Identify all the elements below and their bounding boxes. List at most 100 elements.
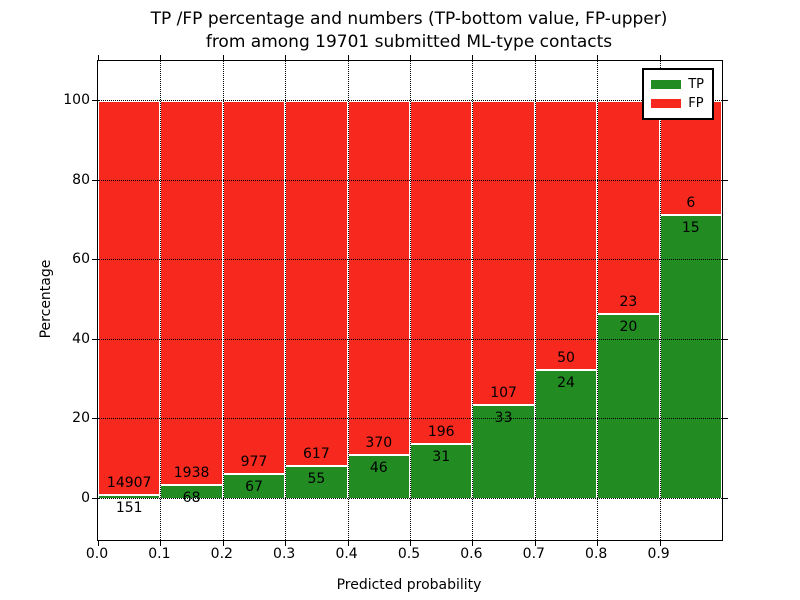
x-tick-mark-top	[534, 55, 536, 60]
tp-count-label: 67	[245, 478, 263, 495]
tp-bar-segment	[659, 214, 722, 499]
x-tick-mark-top	[472, 55, 474, 60]
x-tick-mark-bottom	[534, 541, 536, 546]
vertical-gridline	[534, 61, 536, 540]
x-tick-label: 0.9	[647, 546, 670, 562]
y-tick-label: 0	[81, 490, 90, 506]
legend-item-fp: FP	[651, 94, 704, 113]
y-tick-mark-right	[723, 259, 728, 261]
chart-title-line1: TP /FP percentage and numbers (TP-bottom…	[150, 9, 668, 29]
tp-bar-segment	[347, 454, 410, 499]
bars-layer: 14907 151 1938 68 977 67 617 55 370 46 196 31 107 33 5…	[98, 61, 722, 540]
tp-count-label: 151	[115, 500, 143, 517]
y-tick-mark-left	[92, 418, 97, 420]
x-tick-mark-bottom	[285, 541, 287, 546]
fp-count-label: 370	[365, 434, 393, 451]
x-tick-label: 0.1	[148, 546, 171, 562]
y-tick-label: 60	[72, 251, 90, 268]
vertical-gridline	[410, 61, 411, 540]
x-tick-mark-bottom	[98, 541, 99, 546]
y-tick-mark-right	[723, 338, 728, 340]
x-tick-mark-top	[659, 55, 661, 60]
tp-color-swatch	[651, 80, 682, 89]
x-tick-label: 0.3	[273, 546, 296, 562]
y-tick-mark-left	[92, 179, 97, 181]
tp-count-label: 15	[681, 219, 700, 236]
tp-count-label: 46	[369, 459, 388, 476]
x-tick-label: 0.5	[397, 546, 421, 562]
tp-count-label: 31	[432, 449, 451, 466]
tp-bar-segment	[597, 313, 660, 499]
y-tick-label: 20	[72, 410, 90, 427]
legend: TP FP	[642, 68, 714, 120]
legend-label-fp: FP	[688, 95, 704, 111]
x-tick-label: 0.0	[85, 546, 109, 562]
vertical-gridline	[347, 61, 349, 540]
y-axis-label: Percentage	[38, 259, 54, 339]
fp-count-label: 196	[427, 424, 455, 441]
fp-count-label: 6	[686, 194, 696, 211]
x-tick-mark-top	[160, 55, 162, 60]
y-tick-label: 100	[63, 92, 90, 108]
fp-bar-segment	[222, 101, 286, 474]
fp-count-label: 977	[240, 453, 268, 470]
x-tick-mark-bottom	[597, 541, 599, 546]
fp-count-label: 617	[303, 446, 330, 463]
fp-count-label: 14907	[106, 475, 152, 492]
y-tick-label: 40	[72, 330, 90, 347]
x-tick-mark-top	[597, 55, 599, 60]
vertical-gridline	[285, 61, 287, 540]
fp-bar-segment	[472, 101, 535, 406]
y-tick-mark-right	[723, 498, 728, 499]
y-tick-mark-right	[723, 179, 728, 181]
y-tick-mark-left	[92, 259, 97, 261]
legend-item-tp: TP	[651, 75, 704, 94]
fp-count-label: 1938	[173, 465, 210, 482]
x-tick-label: 0.6	[460, 546, 483, 562]
fp-color-swatch	[651, 99, 682, 108]
tp-count-label: 68	[182, 490, 201, 507]
x-tick-mark-bottom	[160, 541, 162, 546]
fp-bar-segment	[285, 101, 348, 467]
x-tick-mark-bottom	[659, 541, 661, 546]
x-tick-mark-bottom	[222, 541, 224, 546]
ticks-layer	[92, 55, 728, 546]
x-tick-mark-top	[222, 55, 224, 60]
fp-bar-segment	[98, 101, 161, 496]
vertical-gridline	[472, 61, 474, 540]
vertical-gridline	[222, 61, 224, 540]
fp-bar-segment	[347, 101, 410, 455]
fp-bar-segment	[534, 101, 598, 371]
y-tick-mark-left	[92, 100, 97, 101]
fp-bar-segment	[410, 101, 473, 445]
chart-title: TP /FP percentage and numbers (TP-bottom…	[151, 8, 668, 54]
chart-title-line2: from among 19701 submitted ML-type conta…	[205, 32, 613, 52]
tp-count-label: 20	[619, 318, 638, 335]
x-tick-mark-top	[285, 55, 287, 60]
y-tick-mark-right	[723, 418, 728, 420]
x-tick-label: 0.7	[522, 546, 545, 562]
y-tick-mark-left	[92, 498, 97, 499]
x-tick-label: 0.8	[585, 546, 608, 562]
x-tick-label: 0.4	[335, 546, 358, 562]
y-tick-mark-left	[92, 338, 97, 340]
x-axis-label: Predicted probability	[336, 577, 482, 593]
x-tick-label: 0.2	[210, 546, 233, 562]
tp-count-label: 33	[494, 410, 513, 427]
x-tick-mark-bottom	[347, 541, 349, 546]
tp-count-label: 55	[307, 471, 326, 488]
fp-count-label: 107	[490, 385, 517, 402]
y-tick-label: 80	[72, 171, 90, 188]
legend-label-tp: TP	[688, 76, 704, 92]
x-tick-mark-top	[347, 55, 349, 60]
plot-area: 14907 151 1938 68 977 67 617 55 370 46 196 31 107 33 5…	[92, 55, 728, 546]
x-tick-mark-top	[98, 55, 99, 60]
fp-count-label: 50	[557, 350, 575, 367]
vertical-gridline	[160, 61, 162, 540]
x-tick-mark-bottom	[410, 541, 411, 546]
x-tick-mark-bottom	[472, 541, 474, 546]
grid-layer	[98, 61, 722, 540]
y-tick-mark-right	[723, 100, 728, 101]
fp-bar-segment	[160, 101, 223, 486]
